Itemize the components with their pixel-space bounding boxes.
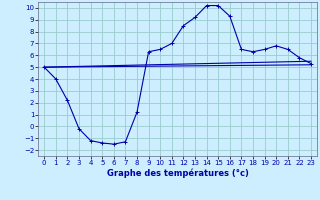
X-axis label: Graphe des températures (°c): Graphe des températures (°c) [107,169,249,178]
